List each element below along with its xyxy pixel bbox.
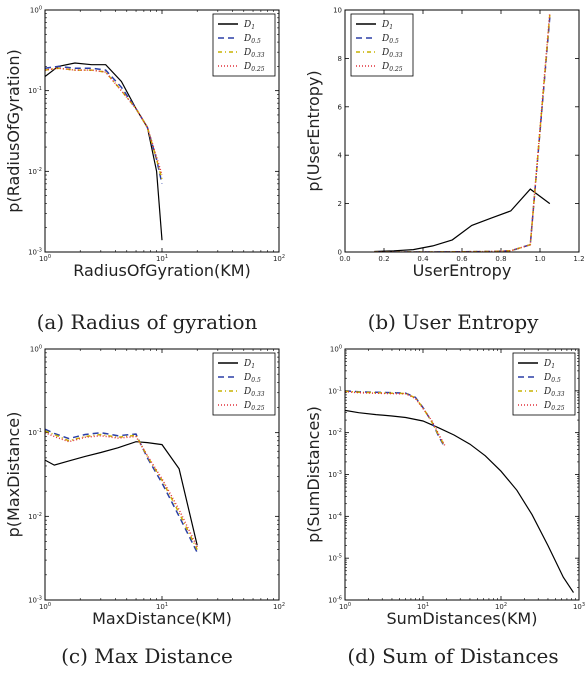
x-axis-label: UserEntropy	[413, 261, 512, 280]
series-line-D0.33	[45, 430, 198, 550]
series-line-D0.33	[45, 67, 163, 180]
ytick-label: 10-1	[28, 86, 42, 95]
legend-label-D0.33: D0.33	[243, 48, 265, 59]
ytick-label: 10	[333, 7, 342, 15]
plot-frame	[344, 348, 580, 601]
xtick-label: 0.8	[495, 255, 506, 263]
y-axis-label: p(UserEntropy)	[304, 70, 323, 191]
series-line-D1	[374, 188, 551, 252]
xtick-label: 1.0	[534, 255, 545, 263]
legend-label-D0.25: D0.25	[243, 401, 265, 412]
y-axis-label: p(MaxDistance)	[4, 412, 23, 538]
panel-caption: (d) Sum of Distances	[347, 644, 558, 668]
ytick-label: 10-3	[28, 596, 42, 605]
legend: D1 D0.5 D0.33 D0.25	[512, 352, 576, 416]
ytick-label: 10-3	[328, 470, 342, 479]
ytick-label: 10-5	[328, 554, 342, 563]
panel-caption: (a) Radius of gyration	[37, 310, 258, 334]
xtick-label: 101	[156, 602, 168, 611]
ytick-label: 6	[338, 103, 343, 111]
legend-label-D0.5: D0.5	[243, 34, 261, 45]
series-line-D0.5	[45, 65, 163, 184]
xtick-label: 100	[39, 254, 51, 263]
ytick-label: 10-3	[28, 248, 42, 257]
ytick-label: 10-1	[28, 428, 42, 437]
legend-label-D1: D1	[243, 359, 255, 370]
legend: D1 D0.5 D0.33 D0.25	[212, 352, 276, 416]
xtick-label: 101	[417, 602, 429, 611]
series-group	[345, 390, 575, 593]
xtick-label: 1.2	[573, 255, 584, 263]
y-axis-label: p(SumDistances)	[304, 406, 323, 543]
x-axis-label: MaxDistance(KM)	[92, 609, 232, 628]
ytick-label: 100	[30, 345, 42, 354]
xtick-label: 102	[273, 602, 285, 611]
series-line-D1	[345, 409, 575, 593]
panel-caption: (c) Max Distance	[61, 644, 233, 668]
series-line-D0.25	[345, 390, 446, 446]
xtick-label: 102	[273, 254, 285, 263]
series-group	[45, 62, 163, 241]
legend-label-D0.33: D0.33	[243, 387, 265, 398]
panel-3: 100 101 102 10-3 10-2 10-1 100 D1 D0.5 D0.33 D0.25…	[4, 345, 285, 669]
legend-label-D1: D1	[381, 20, 393, 31]
legend: D1 D0.5 D0.33 D0.25	[212, 13, 276, 77]
ytick-label: 10-2	[28, 512, 42, 521]
legend-label-D0.33: D0.33	[381, 48, 403, 59]
ytick-label: 0	[338, 249, 342, 257]
legend-label-D0.5: D0.5	[243, 373, 261, 384]
legend-label-D0.33: D0.33	[543, 387, 565, 398]
ytick-label: 100	[330, 345, 342, 354]
ytick-label: 10-1	[328, 386, 342, 395]
legend-label-D0.5: D0.5	[543, 373, 561, 384]
ytick-label: 8	[338, 55, 342, 63]
series-line-D0.33	[345, 390, 446, 447]
panel-4: 100 101 102 103 10-6 10-5 10-4 10-3 10-2 10-1 100 D…	[304, 345, 585, 669]
ytick-label: 10-2	[328, 428, 342, 437]
ytick-label: 10-6	[328, 596, 342, 605]
x-axis-label: SumDistances(KM)	[387, 609, 538, 628]
legend: D1 D0.5 D0.33 D0.25	[350, 13, 414, 77]
ytick-label: 100	[30, 6, 42, 15]
xtick-label: 0.6	[456, 255, 468, 263]
panel-1: 100 101 102 10-3 10-2 10-1 100 D1 D0.5 D0.33 D0.25…	[4, 6, 285, 335]
panel-caption: (b) User Entropy	[368, 310, 540, 334]
legend-label-D0.25: D0.25	[543, 401, 565, 412]
series-line-D0.25	[45, 432, 198, 548]
series-line-D1	[45, 62, 163, 241]
legend-label-D1: D1	[543, 359, 555, 370]
xtick-label: 0.0	[339, 255, 350, 263]
series-group	[374, 12, 551, 252]
panel-2: 0.0 0.2 0.4 0.6 0.8 1.0 1.20246810D1D0.5D0.33D…	[304, 7, 585, 335]
ytick-label: 2	[338, 200, 342, 208]
ytick-label: 10-4	[328, 512, 342, 521]
xtick-label: 101	[156, 254, 168, 263]
xtick-label: 103	[573, 602, 585, 611]
legend-label-D0.5: D0.5	[381, 34, 399, 45]
xtick-label: 100	[339, 602, 351, 611]
legend-label-D0.25: D0.25	[381, 62, 403, 73]
legend-label-D1: D1	[243, 20, 255, 31]
xtick-label: 0.4	[417, 255, 429, 263]
plot-frame	[344, 9, 580, 253]
series-line-D0.5	[45, 428, 198, 553]
xtick-label: 0.2	[378, 255, 389, 263]
plot-frame	[44, 348, 280, 601]
x-axis-label: RadiusOfGyration(KM)	[73, 261, 251, 280]
series-line-D0.25	[45, 67, 163, 176]
series-line-D1	[45, 441, 198, 546]
y-axis-label: p(RadiusOfGyration)	[4, 49, 23, 212]
xtick-label: 102	[495, 602, 507, 611]
series-line-D0.25	[374, 12, 551, 252]
plot-frame	[44, 9, 280, 253]
legend-label-D0.25: D0.25	[243, 62, 265, 73]
series-group	[45, 428, 198, 553]
ytick-label: 4	[338, 152, 343, 160]
ytick-label: 10-2	[28, 167, 42, 176]
xtick-label: 100	[39, 602, 51, 611]
